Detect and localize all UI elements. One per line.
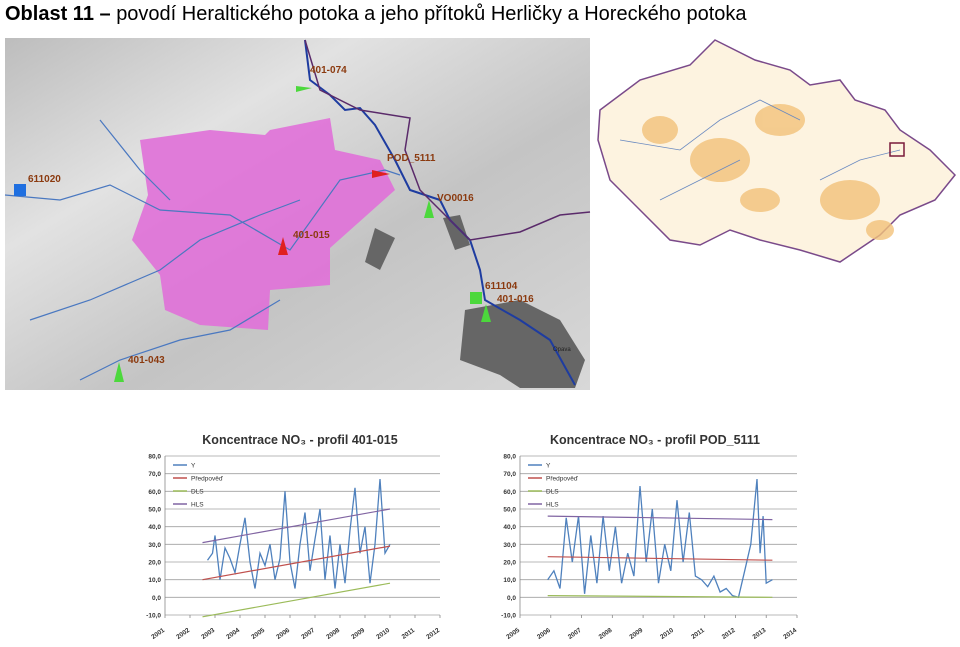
- y-tick-label: 70,0: [148, 471, 161, 478]
- rivers: [4, 119, 401, 381]
- y-tick-label: 80,0: [148, 454, 161, 461]
- map-label: 401-043: [128, 355, 165, 366]
- data-line: [202, 508, 391, 544]
- page-title: Oblast 11 – povodí Heraltického potoka a…: [5, 3, 747, 25]
- x-tick-label: 2005: [505, 627, 521, 641]
- x-tick-label: 2012: [721, 627, 737, 641]
- y-tick-label: 60,0: [503, 489, 516, 496]
- inset-rivers: [619, 99, 901, 201]
- chart-title: Koncentrace NO₃ - profil POD_5111: [550, 433, 760, 447]
- x-tick-label: 2003: [200, 627, 216, 641]
- y-tick-label: 10,0: [503, 577, 516, 584]
- map-label: Opava: [553, 347, 571, 353]
- y-tick-label: 20,0: [503, 560, 516, 567]
- map-label: 401-074: [310, 65, 347, 76]
- x-tick-label: 2008: [598, 627, 614, 641]
- urban-areas: [365, 215, 585, 388]
- x-tick-label: 2010: [659, 627, 675, 641]
- map-label: POD_5111: [387, 153, 436, 164]
- y-tick-label: 40,0: [148, 524, 161, 531]
- y-tick-label: 80,0: [503, 454, 516, 461]
- legend-label: Y: [546, 463, 551, 470]
- y-tick-label: 60,0: [148, 489, 161, 496]
- y-tick-label: 30,0: [148, 542, 161, 549]
- y-tick-label: 0,0: [152, 595, 161, 602]
- legend-label: Předpověď: [546, 476, 579, 483]
- watershed-area: [132, 118, 395, 330]
- station-marker: [470, 292, 482, 304]
- data-line: [547, 478, 773, 599]
- x-tick-label: 2008: [325, 627, 341, 641]
- station-marker: [14, 184, 26, 196]
- data-line: [547, 556, 773, 561]
- station-marker: [114, 362, 124, 382]
- x-tick-label: 2006: [275, 627, 291, 641]
- legend-label: DLS: [191, 489, 204, 496]
- title-prefix: Oblast 11 –: [5, 3, 111, 25]
- x-tick-label: 2005: [250, 627, 266, 641]
- x-tick-label: 2014: [782, 627, 798, 641]
- y-tick-label: 10,0: [148, 577, 161, 584]
- inset-areas: [642, 104, 894, 240]
- y-tick-label: 20,0: [148, 560, 161, 567]
- legend-label: Y: [191, 463, 196, 470]
- x-tick-label: 2011: [401, 627, 417, 641]
- data-line: [547, 515, 773, 521]
- y-tick-label: 40,0: [503, 524, 516, 531]
- x-tick-label: 2007: [567, 627, 583, 641]
- map-label: VO0016: [437, 193, 474, 204]
- legend-label: DLS: [546, 489, 559, 496]
- x-tick-label: 2013: [752, 627, 768, 641]
- map: 401-074 POD_5111 VO0016 611020 401-015 6…: [4, 38, 591, 390]
- station-marker: [278, 237, 288, 255]
- country-outline: [597, 39, 957, 263]
- x-tick-label: 2002: [175, 627, 191, 641]
- border: [304, 39, 591, 241]
- station-marker: [481, 304, 491, 322]
- y-tick-label: 70,0: [503, 471, 516, 478]
- chart-title: Koncentrace NO₃ - profil 401-015: [202, 433, 397, 447]
- map-label: 611020: [28, 174, 61, 185]
- y-tick-label: 50,0: [148, 507, 161, 514]
- inset-map: [597, 39, 957, 263]
- x-tick-label: 2010: [375, 627, 391, 641]
- x-tick-label: 2009: [628, 627, 644, 641]
- legend-label: HLS: [546, 502, 559, 509]
- map-label: 611104: [485, 281, 518, 292]
- station-marker: [296, 86, 312, 92]
- x-tick-label: 2012: [425, 627, 441, 641]
- x-tick-label: 2009: [350, 627, 366, 641]
- y-tick-label: -10,0: [501, 613, 516, 620]
- data-line: [202, 582, 391, 618]
- legend-label: Předpověď: [191, 476, 224, 483]
- station-marker: [372, 170, 390, 178]
- station-marker: [424, 200, 434, 218]
- x-tick-label: 2001: [150, 627, 166, 641]
- map-label: 401-015: [293, 230, 330, 241]
- y-tick-label: -10,0: [146, 613, 161, 620]
- data-line: [547, 595, 773, 598]
- charts: Koncentrace NO₃ - profil 401-015 -10,0 0,0…: [146, 433, 798, 641]
- x-tick-label: 2011: [690, 627, 706, 641]
- y-tick-label: 50,0: [503, 507, 516, 514]
- data-line: [206, 478, 391, 589]
- legend-label: HLS: [191, 502, 204, 509]
- area-highlight: [889, 142, 905, 157]
- x-tick-label: 2006: [536, 627, 552, 641]
- x-tick-label: 2004: [225, 627, 241, 641]
- y-tick-label: 0,0: [507, 595, 516, 602]
- x-tick-label: 2007: [300, 627, 316, 641]
- data-line: [202, 545, 391, 581]
- map-label: 401-016: [497, 294, 534, 305]
- title-text: povodí Heraltického potoka a jeho přítok…: [116, 3, 747, 25]
- y-tick-label: 30,0: [503, 542, 516, 549]
